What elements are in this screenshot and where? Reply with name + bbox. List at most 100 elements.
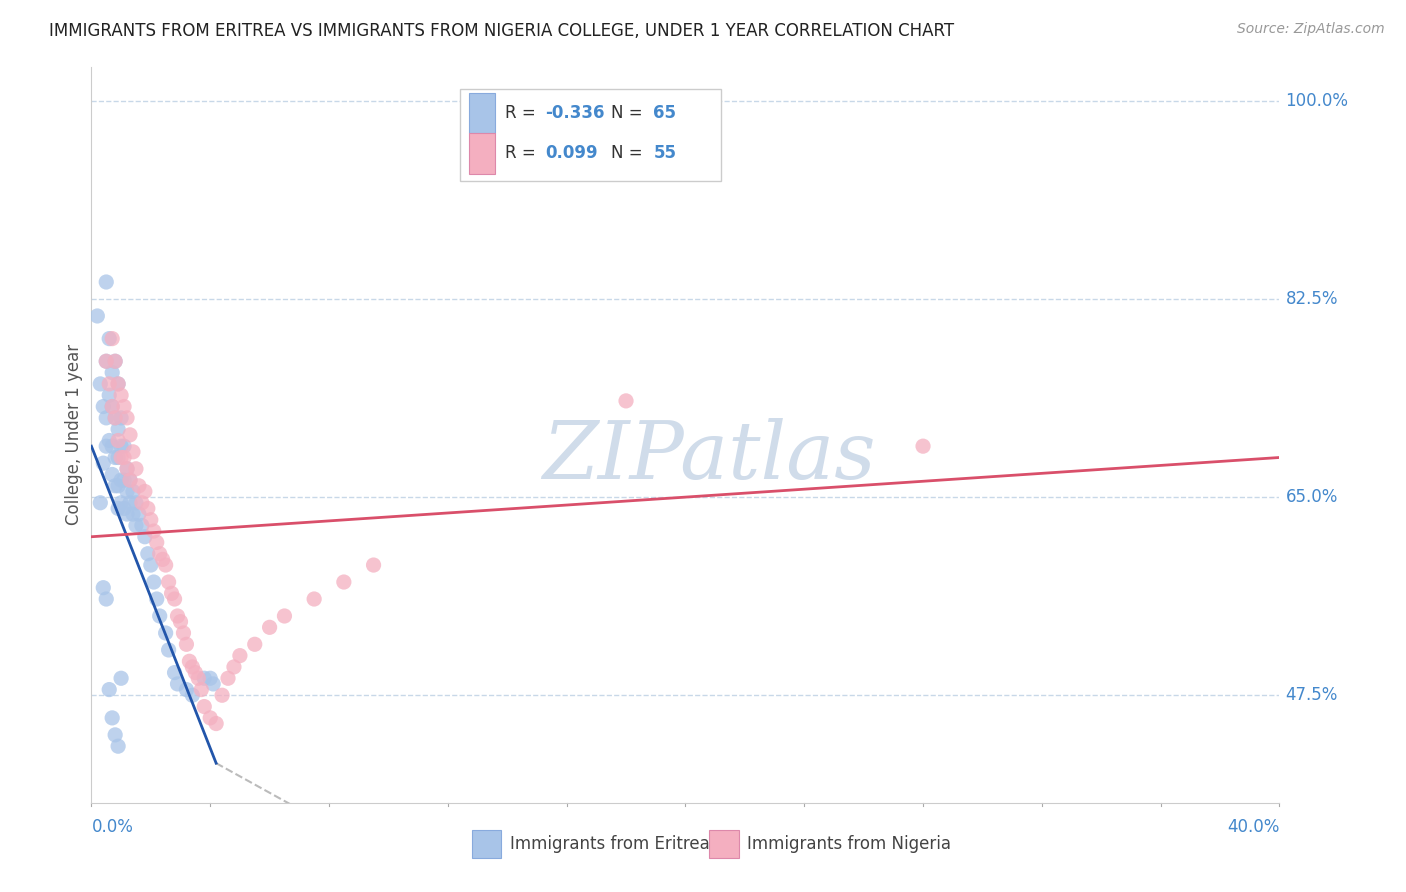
Text: 40.0%: 40.0% bbox=[1227, 818, 1279, 836]
Point bbox=[104, 410, 127, 425]
Point bbox=[101, 400, 124, 414]
Point bbox=[107, 434, 129, 448]
Point bbox=[131, 518, 153, 533]
Point bbox=[166, 677, 188, 691]
FancyBboxPatch shape bbox=[460, 89, 721, 181]
Point bbox=[104, 354, 127, 368]
Point bbox=[104, 450, 127, 465]
Point bbox=[104, 479, 127, 493]
Point bbox=[110, 410, 132, 425]
Text: Immigrants from Eritrea: Immigrants from Eritrea bbox=[509, 835, 710, 853]
Point bbox=[193, 671, 215, 685]
Point bbox=[91, 581, 114, 595]
Point bbox=[110, 439, 132, 453]
Point bbox=[110, 496, 132, 510]
Point bbox=[107, 376, 129, 391]
Point bbox=[125, 462, 148, 476]
Text: ZIPatlas: ZIPatlas bbox=[543, 418, 876, 496]
Point bbox=[176, 637, 198, 651]
Point bbox=[110, 473, 132, 487]
Point bbox=[98, 332, 121, 346]
Point bbox=[98, 434, 121, 448]
Point bbox=[181, 688, 204, 702]
Point bbox=[118, 473, 141, 487]
Text: 65: 65 bbox=[654, 103, 676, 121]
Point bbox=[104, 410, 127, 425]
Point bbox=[363, 558, 385, 572]
Point bbox=[160, 586, 183, 600]
Point bbox=[145, 592, 167, 607]
Point bbox=[152, 552, 174, 566]
Point bbox=[107, 479, 129, 493]
Point bbox=[176, 682, 198, 697]
Point bbox=[104, 354, 127, 368]
Text: Immigrants from Nigeria: Immigrants from Nigeria bbox=[747, 835, 952, 853]
Bar bbox=[709, 830, 740, 858]
Y-axis label: College, Under 1 year: College, Under 1 year bbox=[65, 344, 83, 525]
Text: -0.336: -0.336 bbox=[546, 103, 605, 121]
Text: 0.099: 0.099 bbox=[546, 144, 598, 162]
Point bbox=[139, 513, 162, 527]
Text: R =: R = bbox=[505, 144, 546, 162]
Point bbox=[136, 501, 159, 516]
Point bbox=[110, 450, 132, 465]
Point bbox=[169, 615, 191, 629]
Point bbox=[115, 484, 138, 499]
Point bbox=[112, 439, 135, 453]
Point bbox=[101, 711, 124, 725]
Text: 47.5%: 47.5% bbox=[1285, 686, 1337, 705]
Point bbox=[243, 637, 266, 651]
Point bbox=[89, 496, 111, 510]
Point bbox=[614, 393, 637, 408]
Point bbox=[163, 665, 186, 680]
Text: 82.5%: 82.5% bbox=[1285, 290, 1339, 308]
Bar bbox=[470, 93, 495, 133]
Point bbox=[211, 688, 233, 702]
Point bbox=[136, 547, 159, 561]
Point bbox=[107, 376, 129, 391]
Point bbox=[118, 473, 141, 487]
Point bbox=[145, 535, 167, 549]
Text: N =: N = bbox=[610, 144, 647, 162]
Point bbox=[91, 400, 114, 414]
Point bbox=[115, 462, 138, 476]
Point bbox=[96, 439, 118, 453]
Point bbox=[302, 592, 325, 607]
Point bbox=[193, 699, 215, 714]
Point bbox=[190, 682, 212, 697]
Point bbox=[98, 682, 121, 697]
Point bbox=[107, 739, 129, 754]
Point bbox=[118, 428, 141, 442]
Text: 55: 55 bbox=[654, 144, 676, 162]
Point bbox=[112, 450, 135, 465]
Point bbox=[217, 671, 239, 685]
Point bbox=[333, 575, 356, 590]
Point bbox=[101, 332, 124, 346]
Point bbox=[139, 558, 162, 572]
Point bbox=[134, 530, 156, 544]
Point bbox=[107, 422, 129, 436]
Point bbox=[184, 665, 207, 680]
Point bbox=[149, 547, 172, 561]
Point bbox=[142, 524, 165, 538]
Point bbox=[107, 450, 129, 465]
Text: N =: N = bbox=[610, 103, 647, 121]
Point bbox=[110, 671, 132, 685]
Point bbox=[104, 728, 127, 742]
Point bbox=[128, 479, 150, 493]
Point bbox=[200, 711, 222, 725]
Point bbox=[157, 575, 180, 590]
Point bbox=[122, 484, 145, 499]
Point bbox=[134, 484, 156, 499]
Point bbox=[118, 496, 141, 510]
Point bbox=[107, 501, 129, 516]
Point bbox=[179, 654, 201, 668]
Point bbox=[96, 592, 118, 607]
Point bbox=[163, 592, 186, 607]
Bar bbox=[470, 133, 495, 174]
Point bbox=[89, 376, 111, 391]
Point bbox=[181, 660, 204, 674]
Point bbox=[222, 660, 245, 674]
Text: 65.0%: 65.0% bbox=[1285, 488, 1337, 506]
Point bbox=[110, 388, 132, 402]
